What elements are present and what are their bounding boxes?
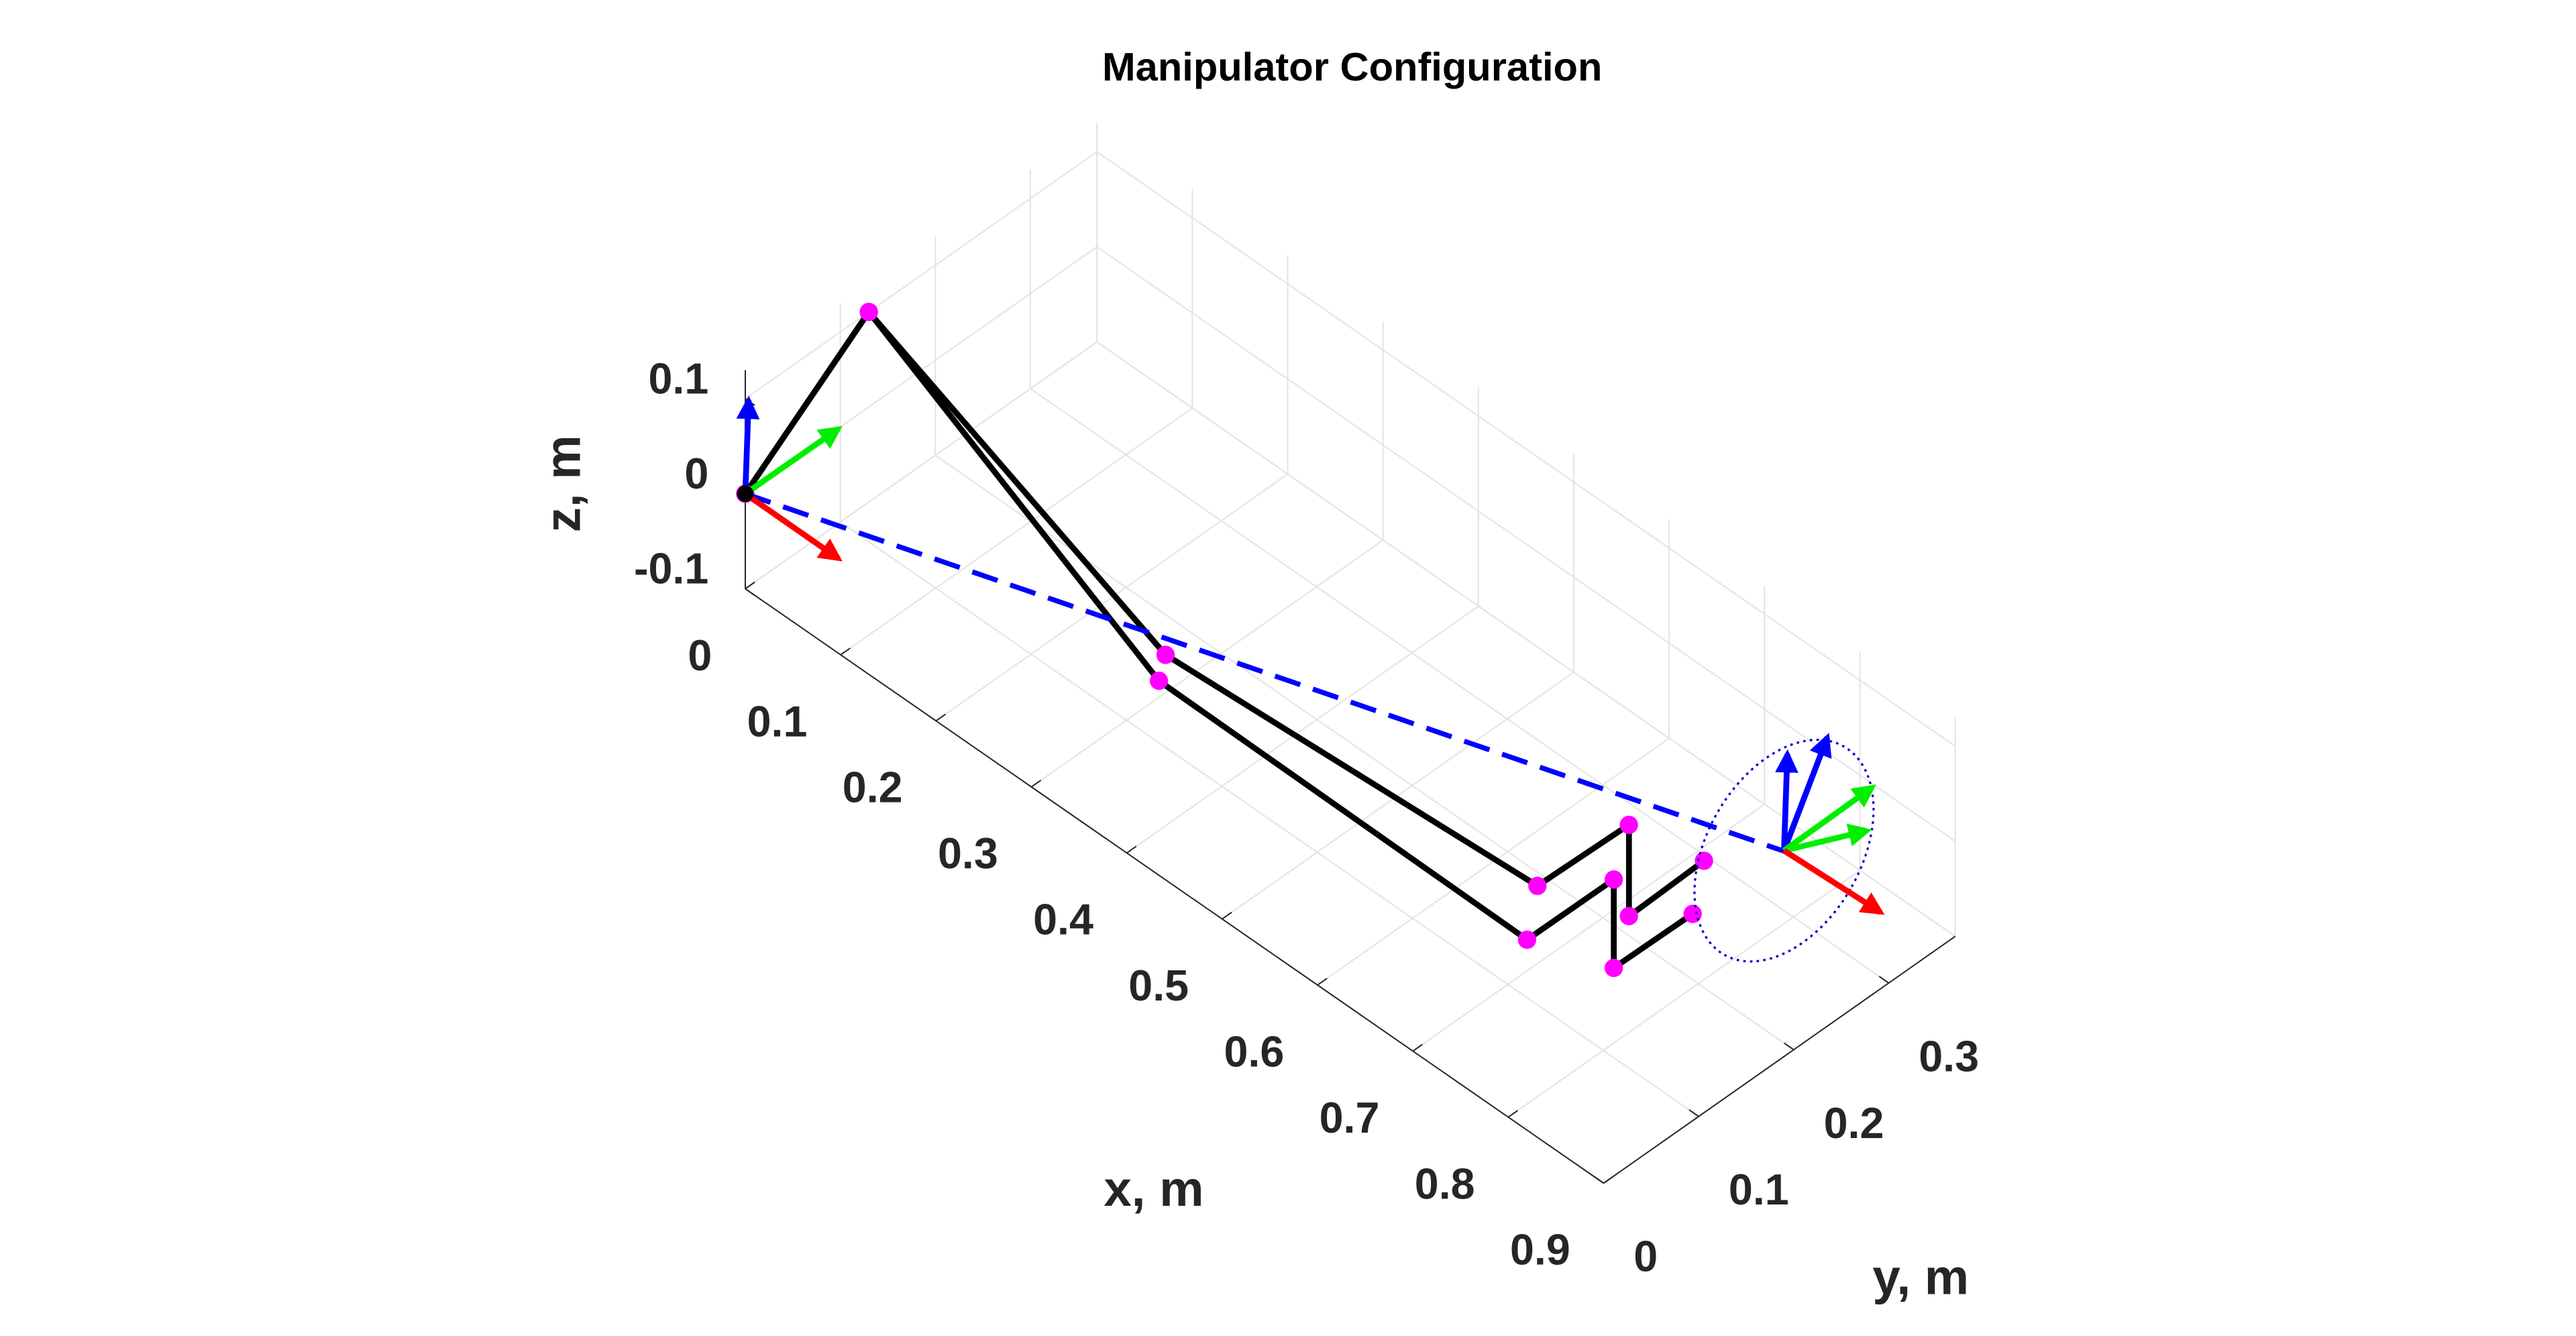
- tick-mark: [1222, 911, 1232, 920]
- base-point: [737, 485, 754, 503]
- grid-line: [840, 407, 1193, 656]
- joint-marker: [1619, 815, 1638, 834]
- grid-line: [745, 151, 1097, 399]
- x-axis-label: x, m: [1104, 1161, 1203, 1217]
- tick-mark: [1603, 1176, 1614, 1184]
- x-tick-label: 0.6: [1224, 1027, 1284, 1076]
- series-line: [744, 491, 1785, 854]
- grid-line: [1096, 151, 1956, 747]
- tick-mark: [1126, 845, 1137, 854]
- joint-marker: [1528, 876, 1547, 895]
- y-tick-label: 0.3: [1919, 1032, 1979, 1080]
- joint-marker: [1695, 852, 1713, 870]
- grid-line: [1030, 539, 1384, 788]
- z-tick-label: 0.1: [648, 354, 708, 403]
- x-tick-label: 0.5: [1128, 962, 1189, 1010]
- tick-mark: [1688, 1109, 1699, 1117]
- frame-axis: [736, 395, 760, 494]
- frame-axis: [1775, 749, 1799, 851]
- frame-axis: [743, 491, 843, 562]
- x-tick-label: 0.9: [1510, 1226, 1570, 1274]
- plot-area: [736, 303, 1785, 978]
- joint-marker: [1604, 870, 1623, 889]
- y-tick-label: 0.2: [1824, 1099, 1884, 1147]
- grid-line: [1412, 803, 1765, 1052]
- grid-line: [1096, 341, 1956, 937]
- tick-mark: [840, 648, 851, 656]
- y-tick-label: 0.1: [1729, 1166, 1789, 1214]
- joint-marker: [1619, 907, 1638, 925]
- joint-marker: [1149, 671, 1169, 690]
- joint-marker: [1604, 958, 1623, 978]
- z-tick-label: 0: [684, 450, 708, 498]
- frame-axis: [1782, 784, 1876, 854]
- tick-mark: [935, 713, 947, 722]
- grid-line: [935, 473, 1289, 722]
- y-tick-label: 0: [1633, 1233, 1658, 1281]
- frame-axis: [1783, 823, 1872, 854]
- x-tick-label: 0.7: [1320, 1094, 1380, 1142]
- grid-line: [1030, 388, 1890, 984]
- frames: [736, 395, 1885, 963]
- x-tick-label: 0.8: [1415, 1160, 1475, 1208]
- series-line: [743, 309, 1706, 919]
- tick-mark: [1593, 1176, 1605, 1184]
- tick-mark: [1878, 976, 1890, 984]
- grid-line: [1222, 671, 1574, 920]
- joint-marker: [1683, 905, 1702, 923]
- grid-line: [1096, 246, 1956, 842]
- frame-axis: [1781, 733, 1832, 852]
- tick-mark: [745, 581, 755, 590]
- tick-mark: [1317, 978, 1328, 986]
- x-tick-label: 0: [688, 631, 712, 680]
- y-axis: [1603, 935, 1956, 1184]
- grid: [744, 123, 1956, 1184]
- x-tick-label: 0.1: [747, 697, 808, 746]
- ellipse: [1693, 738, 1875, 963]
- grid-line: [745, 341, 1097, 590]
- tick-mark: [1784, 1042, 1794, 1051]
- frame-axis: [743, 425, 843, 497]
- joint-marker: [1156, 646, 1175, 664]
- chart-title: Manipulator Configuration: [1102, 44, 1602, 89]
- joint-marker: [859, 303, 878, 321]
- grid-line: [1126, 605, 1479, 854]
- grid-line: [1507, 870, 1861, 1118]
- y-axis-label: y, m: [1872, 1249, 1969, 1305]
- x-tick-label: 0.3: [938, 829, 998, 878]
- tick-mark: [1507, 1110, 1519, 1118]
- z-tick-label: -0.1: [634, 545, 708, 593]
- joint-marker: [1517, 930, 1537, 949]
- x-tick-label: 0.4: [1033, 896, 1093, 944]
- tick-mark: [1030, 779, 1042, 788]
- z-axis-label: z, m: [535, 435, 591, 532]
- frame-axis: [1782, 847, 1885, 915]
- x-tick-label: 0.2: [843, 764, 903, 812]
- tick-mark: [1412, 1043, 1423, 1052]
- series-line: [743, 309, 1695, 971]
- grid-line: [840, 521, 1699, 1117]
- tick-mark: [745, 588, 755, 597]
- axes: 0 0.1 0.2 0.3 0.4 0.5 0.6 0.7 0.8 0.9 0 0.1 0.2 0.3 -0…: [634, 354, 1979, 1280]
- x-axis: [745, 588, 1605, 1184]
